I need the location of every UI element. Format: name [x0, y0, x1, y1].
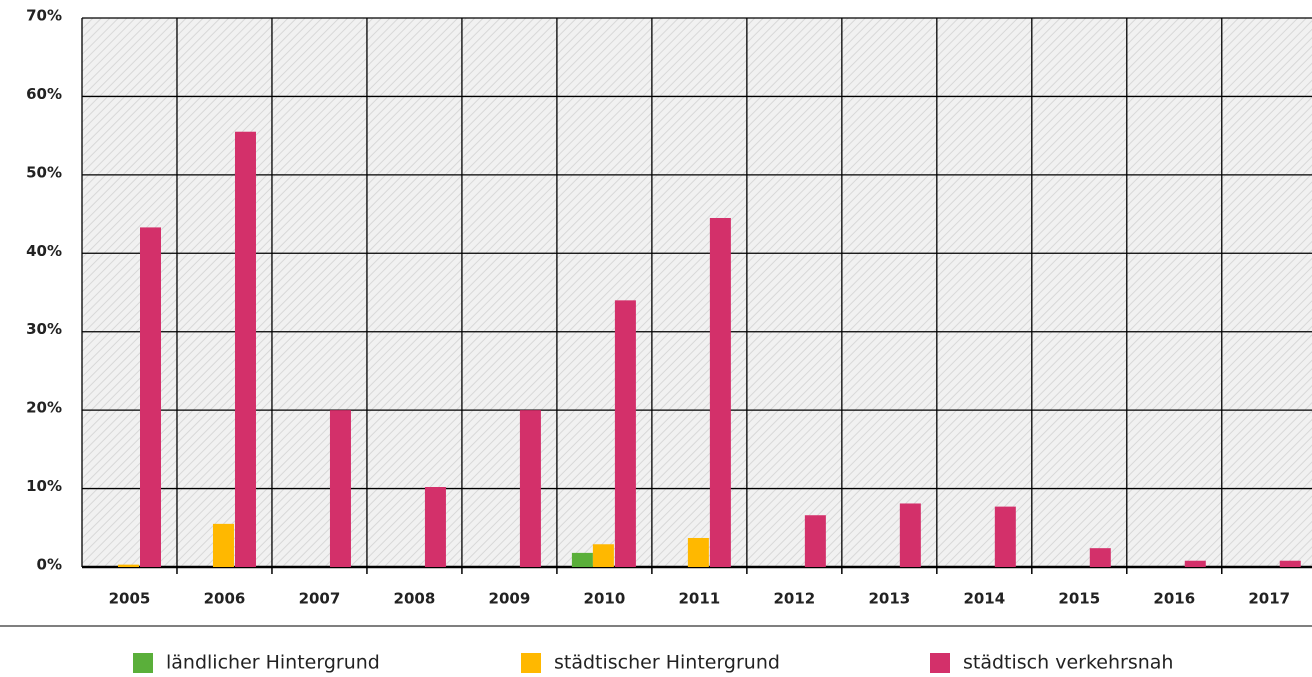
bar [519, 410, 541, 567]
y-tick-label: 30% [26, 320, 62, 338]
x-tick-label: 2016 [1153, 590, 1195, 608]
legend-swatch [930, 653, 950, 673]
bar [1279, 560, 1301, 567]
y-tick-label: 10% [26, 477, 62, 495]
bar [804, 515, 826, 567]
bar [709, 217, 731, 567]
x-tick-label: 2005 [109, 590, 151, 608]
x-tick-label: 2007 [299, 590, 341, 608]
legend-label: städtisch verkehrsnah [963, 652, 1173, 674]
bar [329, 410, 351, 567]
bar [1089, 548, 1111, 567]
bar [140, 227, 161, 567]
x-tick-label: 2011 [678, 590, 720, 608]
y-tick-label: 60% [26, 85, 62, 103]
legend-swatch [133, 653, 153, 673]
x-tick-label: 2017 [1248, 590, 1290, 608]
bar [424, 487, 446, 567]
y-tick-label: 40% [26, 242, 62, 260]
bar [118, 564, 139, 567]
x-tick-label: 2014 [963, 590, 1005, 608]
bar [234, 131, 256, 567]
x-tick-label: 2013 [868, 590, 910, 608]
x-tick-label: 2009 [489, 590, 531, 608]
bar [571, 552, 593, 567]
bar [212, 523, 234, 567]
y-tick-label: 50% [26, 163, 62, 181]
bar [687, 537, 709, 567]
legend-swatch [521, 653, 541, 673]
bar [899, 503, 921, 567]
plot-background [82, 18, 1312, 567]
bar [994, 506, 1016, 567]
y-tick-label: 70% [26, 7, 62, 25]
bar [614, 300, 636, 567]
y-tick-label: 0% [37, 556, 62, 574]
x-tick-label: 2012 [773, 590, 815, 608]
bar [1184, 560, 1206, 567]
x-tick-label: 2010 [584, 590, 626, 608]
x-tick-label: 2008 [394, 590, 436, 608]
x-tick-label: 2015 [1058, 590, 1100, 608]
legend-label: ländlicher Hintergrund [166, 652, 380, 674]
legend-label: städtischer Hintergrund [554, 652, 780, 674]
x-tick-label: 2006 [204, 590, 246, 608]
bar [592, 544, 614, 567]
y-tick-label: 20% [26, 399, 62, 417]
